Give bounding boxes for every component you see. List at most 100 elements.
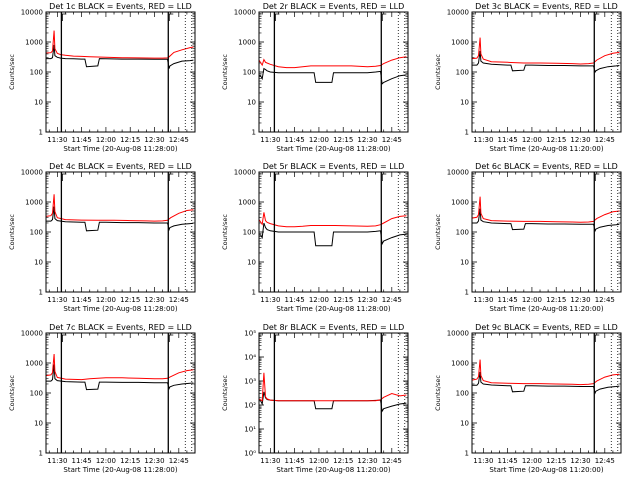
x-tick-label: 11:45 <box>285 296 305 304</box>
x-tick-label: 12:00 <box>96 296 116 304</box>
plot-frame <box>258 332 409 454</box>
marker-flag <box>594 173 600 181</box>
y-tick-label: 1 <box>252 289 256 297</box>
y-tick-label: 100 <box>243 229 256 237</box>
x-tick-label: 12:00 <box>96 136 116 144</box>
series-lld-line <box>258 56 407 69</box>
x-tick-label: 11:30 <box>47 136 67 144</box>
series-events-line <box>259 67 407 85</box>
x-tick-label: 12:15 <box>120 457 140 465</box>
x-tick-label: 12:30 <box>357 457 377 465</box>
marker-flag <box>594 334 600 342</box>
x-tick-label: 11:30 <box>473 136 493 144</box>
y-tick-label: 10000 <box>447 330 469 338</box>
plot-frame <box>471 332 622 454</box>
x-tick-label: 12:45 <box>595 457 615 465</box>
marker-flag <box>381 173 387 181</box>
series-lld-line <box>258 212 407 228</box>
y-tick-label: 100 <box>456 390 469 398</box>
x-tick-label: 12:15 <box>333 296 353 304</box>
y-tick-label: 10 <box>34 99 43 107</box>
plot-frame <box>258 171 409 293</box>
y-tick-label: 1000 <box>451 360 469 368</box>
y-tick-label: 10000 <box>447 9 469 17</box>
marker-flag <box>168 173 174 181</box>
x-tick-label: 11:30 <box>260 457 280 465</box>
x-tick-label: 12:45 <box>382 457 402 465</box>
x-tick-label: 11:45 <box>498 457 518 465</box>
y-axis-label: Counts/sec <box>221 375 229 411</box>
y-tick-label: 10 <box>460 259 469 267</box>
plot-panel-3: Det 3c BLACK = Events, RED = LLD 1 10 100 10… <box>434 2 622 153</box>
y-tick-label: 1000 <box>25 199 43 207</box>
x-tick-label: 12:15 <box>333 457 353 465</box>
chart-title: Det 5r BLACK = Events, RED = LLD <box>263 162 405 171</box>
x-tick-label: 11:45 <box>285 136 305 144</box>
series-events-line <box>259 391 407 413</box>
series-lld-line <box>45 30 194 59</box>
y-tick-label: 10⁴ <box>244 354 256 362</box>
y-tick-label: 100 <box>456 229 469 237</box>
x-tick-label: 12:45 <box>169 296 189 304</box>
plot-frame <box>471 11 622 133</box>
y-tick-label: 1000 <box>451 39 469 47</box>
y-tick-label: 100 <box>30 69 43 77</box>
y-axis-label: Counts/sec <box>221 54 229 90</box>
x-axis-label: Start Time (20-Aug-08 11:28:00) <box>63 305 177 313</box>
x-tick-label: 12:30 <box>144 136 164 144</box>
x-tick-label: 12:45 <box>382 136 402 144</box>
x-tick-label: 12:30 <box>144 296 164 304</box>
marker-flag <box>61 13 67 21</box>
x-tick-label: 11:30 <box>47 457 67 465</box>
marker-flag <box>594 13 600 21</box>
x-tick-label: 12:45 <box>595 136 615 144</box>
plot-frame <box>45 171 196 293</box>
y-tick-label: 10000 <box>234 9 256 17</box>
x-tick-label: 12:30 <box>357 136 377 144</box>
chart-title: Det 4c BLACK = Events, RED = LLD <box>49 162 192 171</box>
x-tick-label: 12:15 <box>546 136 566 144</box>
plot-panel-7: Det 7c BLACK = Events, RED = LLD 1 10 100 10… <box>8 323 196 474</box>
marker-flag <box>168 13 174 21</box>
x-tick-label: 12:30 <box>570 296 590 304</box>
x-tick-label: 12:15 <box>120 296 140 304</box>
y-tick-label: 10000 <box>21 9 43 17</box>
y-tick-label: 1 <box>39 450 43 458</box>
y-tick-label: 100 <box>30 229 43 237</box>
y-axis-label: Counts/sec <box>434 214 442 250</box>
y-tick-label: 1000 <box>238 199 256 207</box>
x-tick-label: 12:45 <box>169 457 189 465</box>
y-tick-label: 1000 <box>451 199 469 207</box>
x-axis-label: Start Time (20-Aug-08 11:28:00) <box>276 305 390 313</box>
series-events-line <box>46 206 194 232</box>
marker-flag <box>61 173 67 181</box>
y-tick-label: 10000 <box>21 330 43 338</box>
series-events-line <box>472 208 620 233</box>
y-tick-label: 1000 <box>25 360 43 368</box>
y-axis-label: Counts/sec <box>8 375 16 411</box>
x-tick-label: 12:00 <box>309 457 329 465</box>
y-tick-label: 10 <box>247 99 256 107</box>
marker-flag <box>274 173 280 181</box>
x-tick-label: 12:00 <box>96 457 116 465</box>
chart-title: Det 3c BLACK = Events, RED = LLD <box>475 2 618 11</box>
x-tick-label: 12:15 <box>546 296 566 304</box>
plot-panel-2: Det 2r BLACK = Events, RED = LLD 1 10 100 10… <box>221 2 409 153</box>
y-axis-label: Counts/sec <box>434 375 442 411</box>
chart-title: Det 6c BLACK = Events, RED = LLD <box>475 162 618 171</box>
y-tick-label: 10 <box>247 259 256 267</box>
x-tick-label: 12:30 <box>570 136 590 144</box>
x-tick-label: 11:45 <box>498 296 518 304</box>
x-tick-label: 11:30 <box>47 296 67 304</box>
y-tick-label: 10 <box>460 99 469 107</box>
marker-flag <box>274 13 280 21</box>
plot-panel-8: Det 8r BLACK = Events, RED = LLD 10⁰ 10¹ 10… <box>221 323 409 474</box>
x-axis-label: Start Time (20-Aug-08 11:20:00) <box>489 466 603 474</box>
y-tick-label: 10000 <box>234 169 256 177</box>
y-axis-label: Counts/sec <box>8 54 16 90</box>
y-tick-label: 1 <box>465 450 469 458</box>
y-tick-label: 10⁰ <box>244 450 256 458</box>
y-tick-label: 10 <box>460 420 469 428</box>
x-tick-label: 12:00 <box>309 296 329 304</box>
series-events-line <box>259 222 407 247</box>
